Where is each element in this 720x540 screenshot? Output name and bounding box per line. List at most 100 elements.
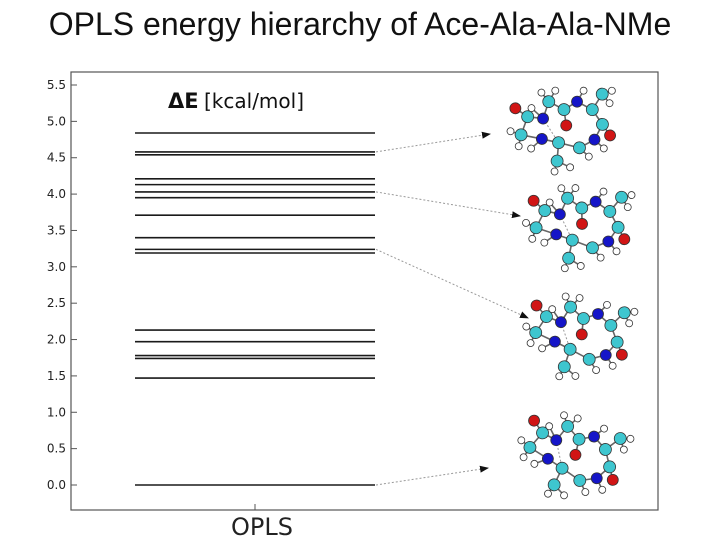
conformer-4 bbox=[517, 411, 635, 500]
oxygen-atom bbox=[604, 129, 616, 142]
oxygen-atom bbox=[618, 233, 631, 246]
oxygen-atom bbox=[615, 348, 628, 361]
hydrogen-atom bbox=[625, 319, 634, 328]
carbon-atom bbox=[542, 95, 556, 109]
hydrogen-atom bbox=[573, 414, 582, 423]
carbon-atom bbox=[550, 154, 564, 168]
oxygen-atom bbox=[576, 218, 588, 230]
nitrogen-atom bbox=[550, 434, 563, 447]
nitrogen-atom bbox=[588, 430, 600, 443]
hydrogen-atom bbox=[560, 491, 568, 500]
carbon-atom bbox=[561, 419, 575, 433]
hydrogen-atom bbox=[626, 434, 635, 443]
nitrogen-atom bbox=[588, 133, 601, 146]
carbon-atom bbox=[573, 474, 587, 487]
carbon-atom bbox=[557, 360, 571, 374]
carbon-atom bbox=[610, 335, 624, 349]
hydrogen-atom bbox=[560, 411, 568, 420]
hydrogen-atom bbox=[592, 366, 601, 375]
level-arrow bbox=[375, 465, 489, 486]
hydrogen-atom bbox=[527, 104, 536, 112]
y-tick-label: 5.0 bbox=[47, 114, 66, 128]
carbon-atom bbox=[613, 432, 627, 445]
carbon-atom bbox=[586, 241, 599, 255]
nitrogen-atom bbox=[553, 208, 566, 221]
y-tick-label: 0.0 bbox=[47, 478, 66, 492]
carbon-atom bbox=[552, 136, 565, 150]
hydrogen-atom bbox=[627, 191, 636, 199]
hydrogen-atom bbox=[630, 307, 639, 316]
carbon-atom bbox=[603, 205, 617, 218]
nitrogen-atom bbox=[535, 133, 548, 145]
carbon-atom bbox=[596, 117, 609, 131]
energy-levels bbox=[135, 132, 375, 486]
y-tick-label: 2.0 bbox=[47, 333, 66, 347]
oxygen-atom bbox=[569, 448, 582, 461]
hydrogen-atom bbox=[599, 187, 608, 196]
oxygen-atom bbox=[509, 102, 522, 115]
hydrogen-atom bbox=[506, 127, 515, 136]
carbon-atom bbox=[529, 221, 543, 235]
nitrogen-atom bbox=[550, 228, 563, 241]
hydrogen-atom bbox=[619, 445, 628, 454]
molecule-structures bbox=[506, 86, 639, 500]
hydrogen-atom bbox=[575, 294, 584, 302]
nitrogen-atom bbox=[590, 472, 603, 485]
hydrogen-atom bbox=[598, 485, 607, 494]
carbon-atom bbox=[562, 251, 576, 265]
hydrogen-atom bbox=[530, 459, 539, 468]
hydrogen-atom bbox=[560, 264, 569, 273]
hydrogen-atom bbox=[527, 144, 536, 153]
y-tick-label: 1.5 bbox=[47, 369, 66, 383]
hydrogen-atom bbox=[555, 372, 564, 381]
hydrogen-atom bbox=[561, 292, 570, 301]
nitrogen-atom bbox=[589, 195, 602, 208]
hydrogen-atom bbox=[571, 372, 580, 380]
hydrogen-atom bbox=[550, 167, 559, 176]
hydrogen-atom bbox=[544, 489, 552, 498]
hydrogen-atom bbox=[596, 253, 605, 262]
oxygen-atom bbox=[527, 194, 540, 207]
carbon-atom bbox=[599, 443, 612, 456]
y-tick-label: 5.5 bbox=[47, 78, 66, 92]
y-tick-label: 3.5 bbox=[47, 223, 66, 237]
y-tick-label: 3.0 bbox=[47, 260, 66, 274]
carbon-atom bbox=[615, 190, 628, 204]
carbon-atom bbox=[536, 426, 549, 440]
carbon-atom bbox=[521, 110, 535, 124]
carbon-atom bbox=[538, 204, 552, 217]
y-tick-label: 0.5 bbox=[47, 442, 66, 456]
hydrogen-atom bbox=[545, 198, 554, 207]
ylabel-group: ΔE [kcal/mol] bbox=[165, 86, 317, 116]
carbon-atom bbox=[555, 461, 569, 475]
carbon-atom bbox=[575, 201, 589, 215]
hydrogen-atom bbox=[528, 234, 537, 243]
carbon-atom bbox=[563, 342, 577, 356]
hydrogen-atom bbox=[517, 436, 526, 445]
hydrogen-atom bbox=[526, 339, 535, 348]
hydrogen-atom bbox=[603, 300, 611, 309]
level-arrow bbox=[375, 191, 521, 219]
nitrogen-atom bbox=[599, 349, 612, 361]
y-tick-label: 2.5 bbox=[47, 296, 66, 310]
ylabel-background bbox=[165, 86, 317, 116]
carbon-atom bbox=[604, 318, 618, 332]
hydrogen-atom bbox=[584, 152, 593, 161]
conformer-1 bbox=[506, 86, 616, 176]
oxygen-atom bbox=[530, 299, 543, 312]
carbon-atom bbox=[540, 310, 553, 324]
carbon-atom bbox=[565, 233, 579, 247]
carbon-atom bbox=[582, 352, 596, 366]
carbon-atom bbox=[617, 306, 631, 320]
hydrogen-atom bbox=[605, 99, 614, 108]
oxygen-atom bbox=[606, 473, 619, 486]
y-axis: 0.0 0.5 1.0 1.5 2.0 2.5 3.0 3.5 4.0 4.5 5.0 5.5 bbox=[47, 78, 256, 510]
hydrogen-atom bbox=[608, 361, 617, 370]
hydrogen-atom bbox=[571, 184, 580, 192]
hydrogen-atom bbox=[607, 86, 616, 95]
level-arrow bbox=[375, 131, 491, 153]
nitrogen-atom bbox=[548, 335, 561, 348]
hydrogen-atom bbox=[540, 238, 549, 247]
hydrogen-atom bbox=[600, 424, 608, 433]
